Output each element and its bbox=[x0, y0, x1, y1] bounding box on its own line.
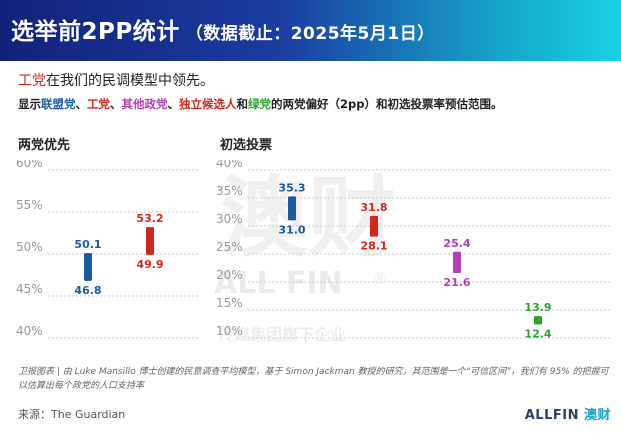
page-title: 选举前2PP统计 （数据截止：2025年5月1日） bbox=[11, 12, 435, 46]
brand-latin: ALLFIN bbox=[524, 408, 579, 423]
y-tick-label: 15% bbox=[216, 296, 243, 310]
range-bar-labor bbox=[370, 215, 378, 237]
title-date: （数据截止：2025年5月1日） bbox=[185, 24, 435, 44]
low-label-labor: 49.9 bbox=[136, 258, 163, 271]
y-tick-label: 35% bbox=[216, 184, 243, 198]
title-main: 选举前2PP统计 bbox=[11, 19, 180, 45]
range-bar-labor bbox=[146, 227, 154, 255]
subline-coalition: 联盟党 bbox=[41, 97, 76, 111]
subline-text: 显示 bbox=[18, 97, 41, 111]
y-tick-label: 10% bbox=[216, 324, 243, 338]
y-tick-label: 30% bbox=[216, 212, 243, 226]
low-label-others: 21.6 bbox=[443, 276, 470, 289]
high-label-greens: 13.9 bbox=[524, 301, 551, 314]
high-label-labor: 31.8 bbox=[360, 201, 387, 214]
y-tick-label: 40% bbox=[216, 160, 243, 170]
panel-title-2pp: 两党优先 bbox=[18, 138, 71, 153]
low-label-greens: 12.4 bbox=[524, 328, 551, 341]
brand-cn: 澳财 bbox=[583, 408, 611, 423]
y-tick-label: 40% bbox=[16, 324, 43, 338]
subline-text: 的两党偏好（2pp）和初选投票率预估范围。 bbox=[271, 97, 503, 111]
chart-2pp: 60% 55% 50% 45% 40% 50.1 46.8 53.2 49.9 bbox=[16, 160, 200, 339]
subline: 显示联盟党、工党、其他政党、独立候选人和绿党的两党偏好（2pp）和初选投票率预估… bbox=[18, 96, 502, 112]
range-bar-coalition bbox=[288, 196, 296, 221]
header-banner: 选举前2PP统计 （数据截止：2025年5月1日） bbox=[0, 0, 621, 61]
high-label-labor: 53.2 bbox=[136, 212, 163, 225]
subline-independents: 独立候选人 bbox=[179, 97, 237, 111]
brand-logo: ALLFIN 澳财 bbox=[525, 404, 611, 423]
y-tick-label: 55% bbox=[16, 198, 43, 212]
y-tick-label: 25% bbox=[216, 240, 243, 254]
subline-sep: 、 bbox=[110, 97, 122, 111]
y-tick-label: 20% bbox=[216, 268, 243, 282]
chart-primary: 40% 35% 30% 25% 20% 15% 10% 35.3 31.0 31.8 28.1 25.… bbox=[216, 160, 610, 341]
subline-sep: 、 bbox=[75, 97, 88, 111]
y-tick-label: 50% bbox=[16, 240, 43, 254]
subline-text: 和 bbox=[236, 97, 249, 111]
high-label-coalition: 50.1 bbox=[74, 238, 101, 251]
source: 来源：The Guardian bbox=[18, 408, 126, 421]
high-label-others: 25.4 bbox=[443, 237, 470, 250]
low-label-coalition: 46.8 bbox=[74, 284, 101, 297]
subline-sep: 、 bbox=[167, 97, 180, 111]
low-label-coalition: 31.0 bbox=[278, 223, 305, 236]
range-bar-greens bbox=[534, 316, 542, 325]
panel-title-primary: 初选投票 bbox=[220, 138, 273, 153]
range-bar-coalition bbox=[84, 253, 92, 281]
high-label-coalition: 35.3 bbox=[278, 181, 305, 194]
subline-others: 其他政党 bbox=[121, 97, 168, 111]
subline-greens: 绿党 bbox=[248, 97, 271, 111]
y-tick-label: 45% bbox=[16, 282, 43, 296]
y-tick-label: 60% bbox=[16, 160, 43, 170]
range-bar-others bbox=[453, 251, 461, 274]
subline-labor: 工党 bbox=[87, 97, 110, 111]
footnote: 卫报图表 | 由 Luke Mansillo 博士创建的民意调查平均模型，基于 … bbox=[18, 367, 609, 391]
lede: 工党在我们的民调模型中领先。 bbox=[18, 70, 214, 90]
lede-text: 在我们的民调模型中领先。 bbox=[46, 73, 214, 89]
low-label-labor: 28.1 bbox=[360, 240, 387, 253]
lede-party: 工党 bbox=[18, 73, 46, 89]
